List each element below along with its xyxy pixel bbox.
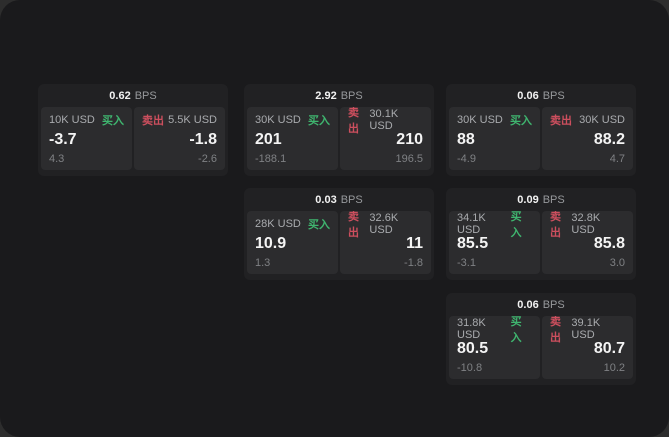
sell-tile[interactable]: 卖出 30.1K USD 210 196.5: [340, 107, 431, 170]
bps-header: 0.62 BPS: [38, 84, 228, 107]
buy-tile[interactable]: 10K USD 买入 -3.7 4.3: [41, 107, 132, 170]
sell-amount: 30.1K USD: [369, 108, 399, 132]
sell-amount: 32.6K USD: [369, 212, 399, 236]
sell-sub-value: 3.0: [609, 257, 625, 269]
buy-label: 买入: [102, 115, 124, 127]
bps-header: 0.06 BPS: [446, 293, 636, 316]
buy-price: -3.7: [49, 131, 77, 148]
buy-tile[interactable]: 30K USD 买入 88 -4.9: [449, 107, 540, 170]
sell-amount: 5.5K USD: [168, 114, 217, 126]
buy-price: 88: [457, 131, 475, 148]
bps-header: 0.06 BPS: [446, 84, 636, 107]
bps-value: 0.03: [315, 193, 337, 206]
buy-label: 买入: [308, 115, 330, 127]
bps-value: 2.92: [315, 89, 337, 102]
quote-card: 2.92 BPS 30K USD 买入 201 -188.1 卖出 30.1K …: [244, 84, 434, 176]
sell-price: 85.8: [593, 235, 625, 252]
bps-value: 0.62: [109, 89, 131, 102]
sell-price: 11: [406, 235, 423, 252]
buy-sub-value: 4.3: [49, 153, 65, 165]
buy-amount: 34.1K USD: [457, 212, 486, 236]
buy-sub-value: 1.3: [255, 257, 271, 269]
buy-amount: 10K USD: [49, 114, 95, 126]
sell-sub-value: -2.6: [198, 153, 217, 165]
sell-sub-value: -1.8: [404, 257, 423, 269]
sell-tile[interactable]: 卖出 39.1K USD 80.7 10.2: [542, 316, 633, 379]
buy-label: 买入: [308, 219, 330, 231]
quote-card: 0.06 BPS 30K USD 买入 88 -4.9 卖出 30K USD 8…: [446, 84, 636, 176]
buy-label: 买入: [510, 115, 532, 127]
buy-amount: 30K USD: [457, 114, 503, 126]
sell-tile[interactable]: 卖出 5.5K USD -1.8 -2.6: [134, 107, 225, 170]
bps-value: 0.09: [517, 193, 539, 206]
sell-sub-value: 10.2: [603, 362, 625, 374]
bps-unit-label: BPS: [542, 193, 565, 206]
buy-amount: 30K USD: [255, 114, 301, 126]
buy-sub-value: -188.1: [255, 153, 287, 165]
sell-amount: 30K USD: [579, 114, 625, 126]
buy-tile[interactable]: 31.8K USD 买入 80.5 -10.8: [449, 316, 540, 379]
bps-unit-label: BPS: [542, 89, 565, 102]
sell-price: -1.8: [189, 131, 217, 148]
sell-tile[interactable]: 卖出 30K USD 88.2 4.7: [542, 107, 633, 170]
bps-header: 0.03 BPS: [244, 188, 434, 211]
sell-sub-value: 196.5: [395, 153, 423, 165]
buy-amount: 31.8K USD: [457, 317, 486, 341]
buy-price: 85.5: [457, 235, 489, 252]
sell-tile[interactable]: 卖出 32.8K USD 85.8 3.0: [542, 211, 633, 274]
quote-card: 0.03 BPS 28K USD 买入 10.9 1.3 卖出 32.6K US…: [244, 188, 434, 280]
bps-value: 0.06: [517, 89, 539, 102]
buy-price: 10.9: [255, 235, 287, 252]
buy-sub-value: -3.1: [457, 257, 476, 269]
bps-header: 0.09 BPS: [446, 188, 636, 211]
sell-price: 80.7: [593, 340, 625, 357]
sell-tile[interactable]: 卖出 32.6K USD 11 -1.8: [340, 211, 431, 274]
buy-sub-value: -10.8: [457, 362, 483, 374]
sell-price: 88.2: [593, 131, 625, 148]
sell-label: 卖出: [142, 115, 164, 127]
sell-amount: 39.1K USD: [571, 317, 601, 341]
bps-header: 2.92 BPS: [244, 84, 434, 107]
bps-value: 0.06: [517, 298, 539, 311]
quote-card: 0.06 BPS 31.8K USD 买入 80.5 -10.8 卖出 39.1…: [446, 293, 636, 385]
buy-sub-value: -4.9: [457, 153, 476, 165]
quote-card: 0.09 BPS 34.1K USD 买入 85.5 -3.1 卖出 32.8K…: [446, 188, 636, 280]
sell-label: 卖出: [348, 211, 359, 239]
bps-unit-label: BPS: [340, 193, 363, 206]
buy-label: 买入: [510, 211, 522, 239]
sell-label: 卖出: [550, 316, 561, 344]
buy-tile[interactable]: 28K USD 买入 10.9 1.3: [247, 211, 338, 274]
buy-tile[interactable]: 34.1K USD 买入 85.5 -3.1: [449, 211, 540, 274]
quote-card: 0.62 BPS 10K USD 买入 -3.7 4.3 卖出 5.5K USD…: [38, 84, 228, 176]
bps-unit-label: BPS: [134, 89, 157, 102]
bps-unit-label: BPS: [340, 89, 363, 102]
buy-amount: 28K USD: [255, 218, 301, 230]
sell-sub-value: 4.7: [609, 153, 625, 165]
sell-label: 卖出: [550, 211, 561, 239]
sell-label: 卖出: [550, 115, 572, 127]
sell-label: 卖出: [348, 107, 359, 135]
sell-price: 210: [396, 131, 423, 148]
buy-price: 80.5: [457, 340, 489, 357]
bps-unit-label: BPS: [542, 298, 565, 311]
buy-price: 201: [255, 131, 282, 148]
buy-tile[interactable]: 30K USD 买入 201 -188.1: [247, 107, 338, 170]
buy-label: 买入: [510, 316, 522, 344]
sell-amount: 32.8K USD: [571, 212, 601, 236]
